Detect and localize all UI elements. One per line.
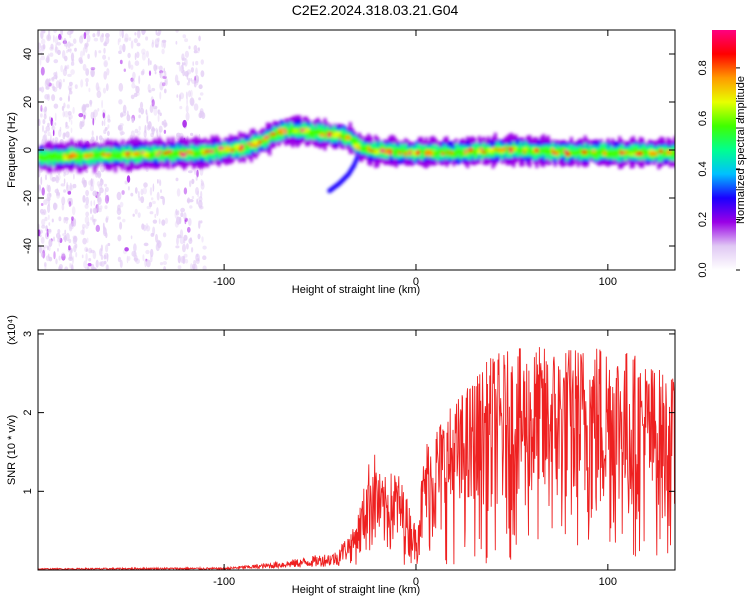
snr-y-multiplier: (x10⁴) [6,315,18,345]
colorbar-tick-label: 0.2 [697,212,709,227]
spectrogram-heatmap [38,30,675,270]
y-tick-label: 40 [22,48,34,60]
snr-frame [37,329,676,571]
spectrogram-panel: -100 0 100 -40 -20 0 20 40 Height of straight l… [6,29,676,296]
snr-x-axis-title: Height of straight line (km) [292,584,420,596]
spectrogram-ridge [38,115,675,174]
colorbar-title: Normalized spectral amplitude [735,76,747,224]
spectrogram-x-axis-title: Height of straight line (km) [292,284,420,296]
x-tick-label: 100 [599,576,617,588]
x-tick-label: -100 [213,276,235,288]
y-tick-label: 0 [22,147,34,153]
colorbar-tick-label: 0.8 [697,60,709,75]
x-tick-label: 100 [599,276,617,288]
x-tick-label: 0 [413,576,419,588]
colorbar-tick-label: 0.6 [697,111,709,126]
colorbar-tick-label: 0.0 [697,262,709,277]
y-tick-label: 20 [22,96,34,108]
snr-y-axis-title: SNR (10 * v/v) [6,415,18,485]
y-tick-label: -20 [22,190,34,206]
y-tick-label: 2 [22,410,34,416]
spectrogram-ticks: -100 0 100 -40 -20 0 20 40 [22,30,675,288]
colorbar-tick-label: 0.4 [697,161,709,176]
spectrogram-branch [327,155,360,194]
colorbar: 0.0 0.2 0.4 0.6 0.8 Normalized spectral ampl… [697,30,747,278]
x-tick-label: -100 [213,576,235,588]
snr-series-line [38,347,675,570]
y-tick-label: -40 [22,238,34,254]
snr-panel: -100 0 100 1 2 3 Height of straight line (km)… [6,315,676,596]
y-tick-label: 1 [22,488,34,494]
colorbar-scale [712,30,736,270]
chart-title: C2E2.2024.318.03.21.G04 [291,2,459,18]
spectrogram-y-axis-title: Frequency (Hz) [6,112,18,188]
snr-ticks: -100 0 100 1 2 3 [22,330,675,588]
y-tick-label: 3 [22,331,34,337]
colorbar-ticks: 0.0 0.2 0.4 0.6 0.8 [697,60,740,278]
x-tick-label: 0 [413,276,419,288]
